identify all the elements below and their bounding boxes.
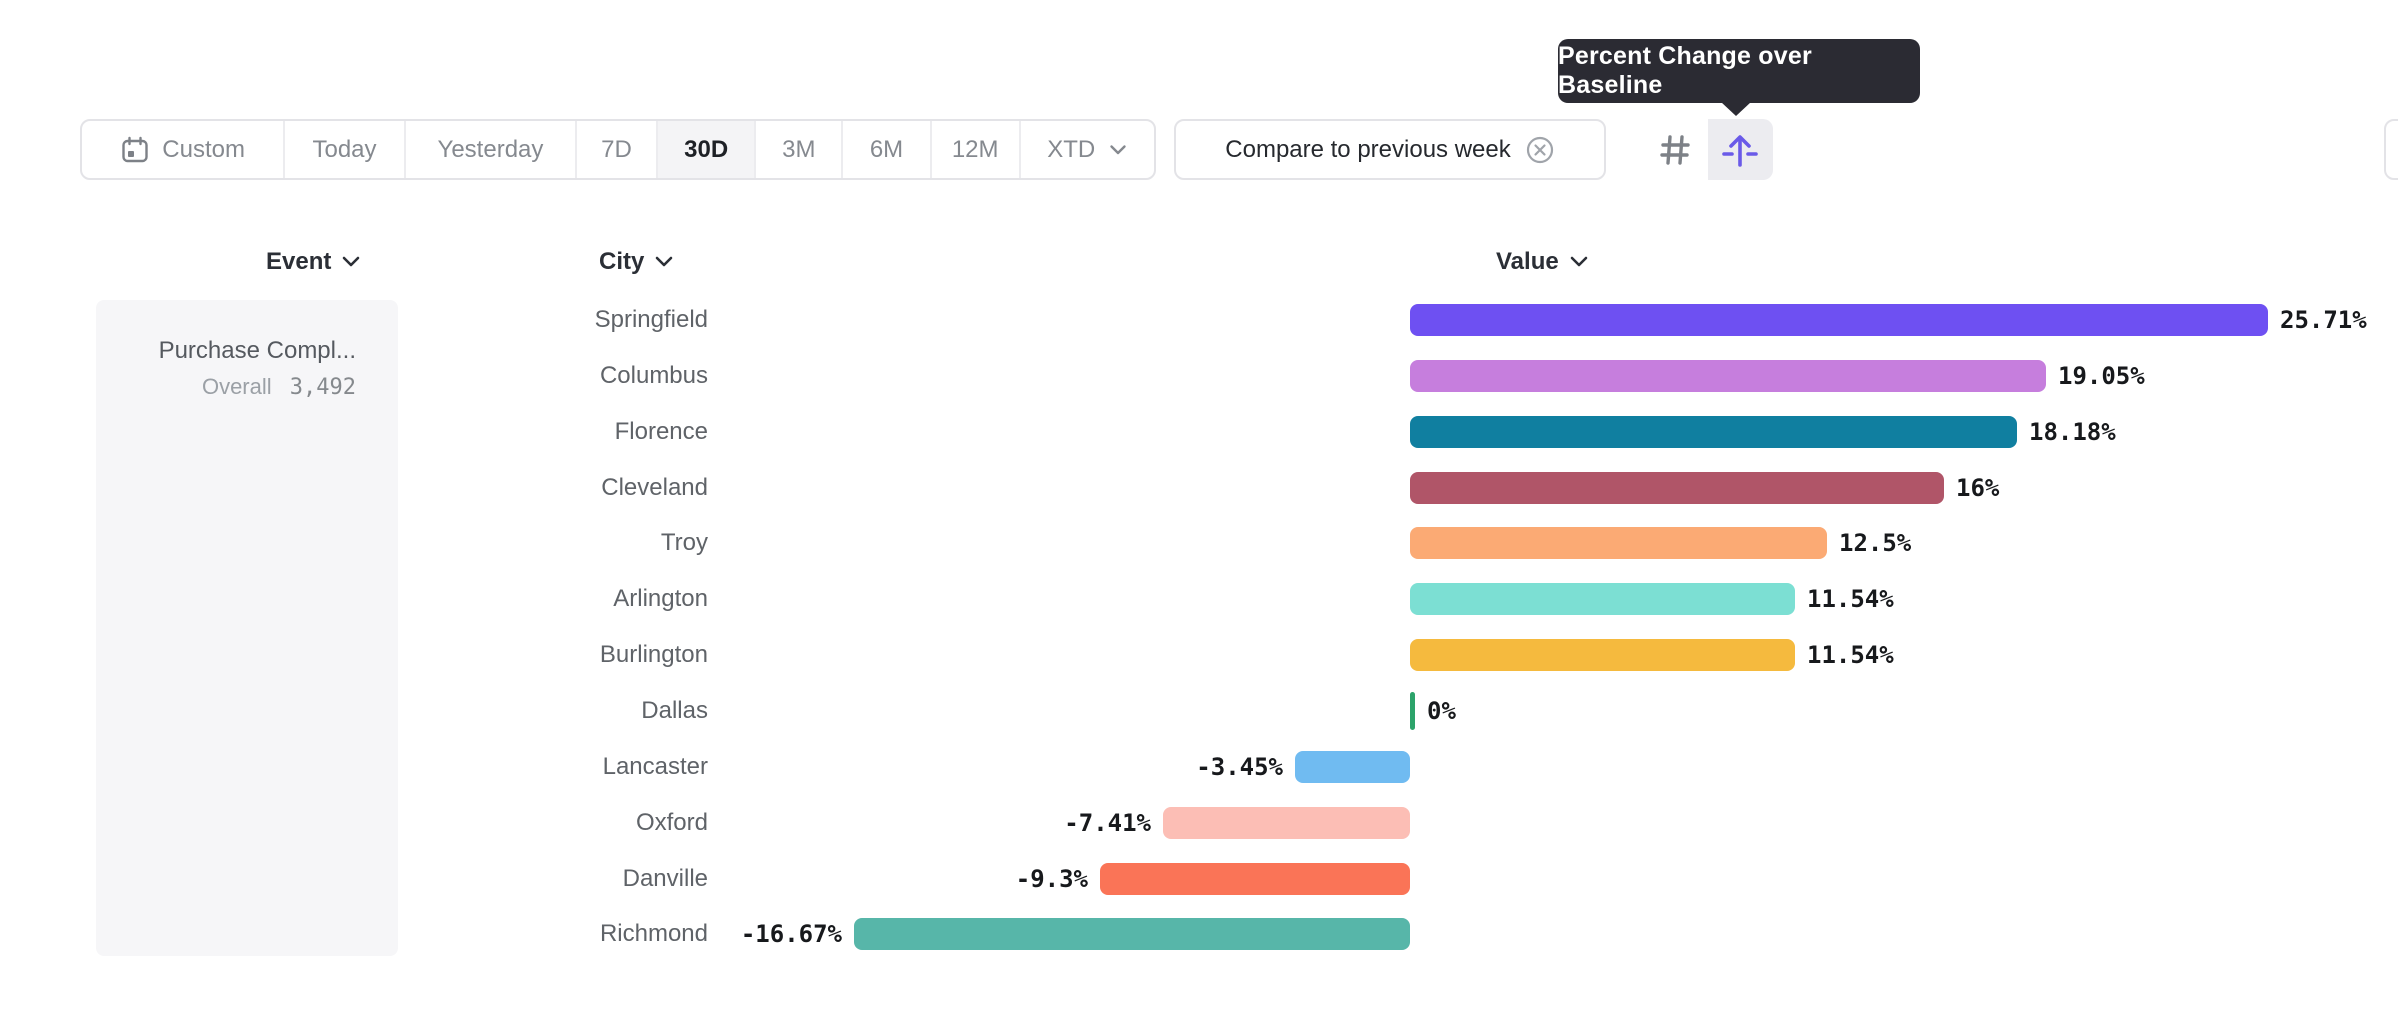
compare-pill-label: Compare to previous week (1225, 135, 1511, 163)
city-label-columbus: Columbus (599, 362, 708, 389)
city-label-richmond: Richmond (599, 920, 708, 947)
value-label-columbus: 19.05% (2058, 362, 2145, 390)
chart-value-mode-toggle (1642, 119, 1773, 180)
city-label-springfield: Springfield (594, 306, 708, 333)
column-header-value-label: Value (1496, 248, 1559, 275)
chevron-down-icon (1570, 256, 1588, 267)
event-overall-value: 3,492 (289, 375, 356, 400)
value-label-burlington: 11.54% (1807, 641, 1894, 669)
value-label-richmond: -16.67% (740, 920, 842, 948)
event-title: Purchase Compl... (158, 337, 356, 364)
date-range-label: Custom (162, 135, 245, 163)
bar-lancaster[interactable] (1295, 751, 1410, 783)
chevron-down-icon (343, 256, 360, 267)
bar-danville[interactable] (1100, 863, 1410, 895)
date-range-label: 12M (951, 135, 999, 163)
value-label-dallas: 0% (1427, 697, 1456, 725)
calendar-icon (122, 136, 148, 162)
date-range-label: Yesterday (437, 135, 544, 163)
value-label-troy: 12.5% (1839, 529, 1912, 557)
hash-icon (1660, 134, 1690, 165)
tooltip-text: Percent Change over Baseline (1558, 42, 1812, 99)
bar-arlington[interactable] (1410, 583, 1795, 615)
column-header-value[interactable]: Value (1496, 248, 1589, 276)
value-label-springfield: 25.71% (2280, 306, 2367, 334)
date-range-label: 3M (782, 135, 816, 163)
date-range-custom[interactable]: Custom (82, 121, 286, 178)
bar-cleveland[interactable] (1410, 472, 1944, 504)
value-label-danville: -9.3% (1015, 865, 1088, 893)
bar-oxford[interactable] (1163, 807, 1410, 839)
date-range-yesterday[interactable]: Yesterday (406, 121, 578, 178)
value-label-florence: 18.18% (2029, 418, 2116, 446)
date-range-7d[interactable]: 7D (577, 121, 658, 178)
city-label-oxford: Oxford (635, 809, 708, 836)
value-label-cleveland: 16% (1956, 474, 2000, 502)
city-label-dallas: Dallas (641, 697, 708, 724)
city-label-florence: Florence (614, 418, 708, 445)
date-range-3m[interactable]: 3M (756, 121, 844, 178)
bar-florence[interactable] (1410, 416, 2017, 448)
date-range-xtd[interactable]: XTD (1021, 121, 1155, 178)
column-header-event[interactable]: Event (266, 248, 361, 276)
date-range-label: XTD (1047, 135, 1096, 163)
event-overall-label: Overall (201, 374, 272, 399)
date-range-label: 30D (684, 135, 729, 163)
arrow-up-baseline-icon (1722, 134, 1759, 167)
city-label-lancaster: Lancaster (602, 753, 708, 780)
city-label-arlington: Arlington (613, 585, 708, 612)
date-range-label: Today (312, 135, 377, 163)
bar-troy[interactable] (1410, 527, 1827, 559)
circle-x-icon[interactable] (1525, 135, 1555, 165)
value-label-arlington: 11.54% (1807, 585, 1894, 613)
date-range-today[interactable]: Today (285, 121, 406, 178)
percent-change-view-button[interactable] (1707, 119, 1773, 180)
column-header-city[interactable]: City (599, 248, 674, 276)
date-range-6m[interactable]: 6M (843, 121, 932, 178)
numbers-view-button[interactable] (1642, 119, 1708, 180)
chevron-down-icon (1110, 144, 1126, 154)
date-range-label: 7D (601, 135, 632, 163)
date-range-label: 6M (869, 135, 904, 163)
event-overall-row: Overall 3,492 (159, 374, 356, 400)
tooltip-arrow (1721, 102, 1751, 116)
bar-columbus[interactable] (1410, 360, 2046, 392)
clipped-right-edge-button[interactable] (2384, 119, 2398, 180)
value-label-lancaster: -3.45% (1196, 753, 1283, 781)
city-label-burlington: Burlington (599, 641, 708, 668)
city-label-troy: Troy (660, 529, 708, 556)
value-label-oxford: -7.41% (1064, 809, 1151, 837)
event-card[interactable]: Purchase Compl... Overall 3,492 (96, 300, 398, 956)
date-range-30d[interactable]: 30D (657, 121, 757, 178)
tooltip-percent-change: Percent Change over Baseline (1558, 39, 1920, 116)
compare-to-previous-week-button[interactable]: Compare to previous week (1174, 119, 1606, 180)
bar-burlington[interactable] (1410, 639, 1795, 671)
column-header-event-label: Event (266, 248, 332, 275)
date-range-segmented-control: Custom Today Yesterday 7D 30D 3M 6M 12M XTD (80, 119, 1156, 180)
date-range-12m[interactable]: 12M (932, 121, 1021, 178)
chevron-down-icon (656, 256, 673, 267)
bar-dallas[interactable] (1410, 692, 1415, 730)
bar-richmond[interactable] (854, 918, 1410, 950)
bar-springfield[interactable] (1410, 304, 2268, 336)
city-label-danville: Danville (622, 865, 708, 892)
column-header-city-label: City (599, 248, 645, 275)
city-label-cleveland: Cleveland (601, 474, 708, 501)
